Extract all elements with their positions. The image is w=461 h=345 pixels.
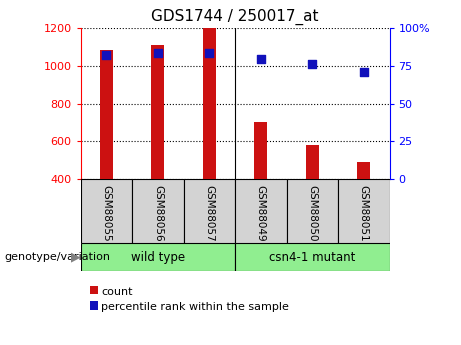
Bar — [338, 179, 390, 243]
Bar — [306, 145, 319, 255]
Bar — [100, 50, 113, 255]
Text: GSM88057: GSM88057 — [204, 185, 214, 241]
Bar — [152, 45, 164, 255]
Bar — [203, 28, 216, 255]
Text: GSM88051: GSM88051 — [359, 185, 369, 241]
Text: ▶: ▶ — [71, 250, 81, 264]
Bar — [183, 179, 235, 243]
Text: GSM88055: GSM88055 — [101, 185, 112, 241]
Bar — [132, 179, 183, 243]
Text: GSM88049: GSM88049 — [256, 185, 266, 241]
Text: wild type: wild type — [131, 250, 185, 264]
Bar — [235, 243, 390, 271]
Bar — [357, 162, 370, 255]
Point — [308, 61, 316, 67]
Point — [154, 51, 161, 56]
Point — [103, 52, 110, 58]
Bar — [81, 243, 235, 271]
Bar — [287, 179, 338, 243]
Text: GSM88050: GSM88050 — [307, 185, 317, 241]
Title: GDS1744 / 250017_at: GDS1744 / 250017_at — [151, 9, 319, 25]
Bar — [81, 179, 132, 243]
Text: genotype/variation: genotype/variation — [5, 252, 111, 262]
Text: csn4-1 mutant: csn4-1 mutant — [269, 250, 355, 264]
Text: count: count — [101, 287, 133, 296]
Point — [206, 51, 213, 56]
Point — [257, 57, 265, 62]
Text: percentile rank within the sample: percentile rank within the sample — [101, 302, 290, 312]
Bar — [235, 179, 287, 243]
Bar — [254, 122, 267, 255]
Text: GSM88056: GSM88056 — [153, 185, 163, 241]
Point — [360, 69, 367, 75]
